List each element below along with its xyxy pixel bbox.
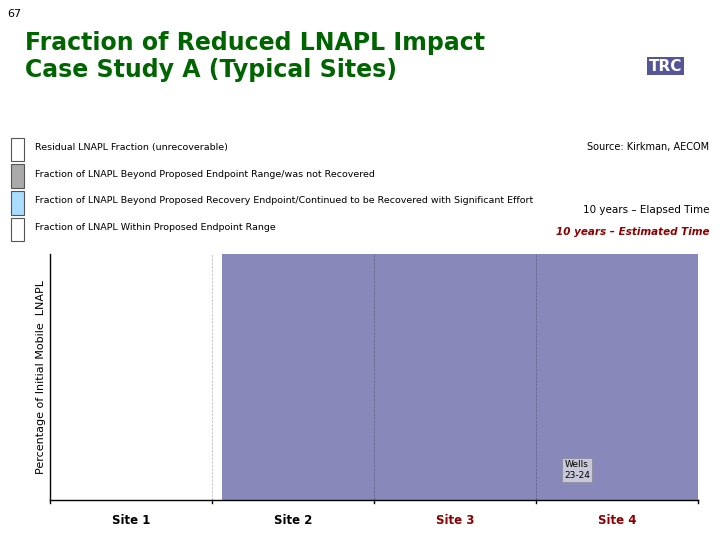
Text: Fraction of LNAPL Beyond Proposed Recovery Endpoint/Continued to be Recovered wi: Fraction of LNAPL Beyond Proposed Recove… (35, 197, 533, 205)
Text: Site 4: Site 4 (598, 514, 636, 527)
Text: * REGULATORY *: * REGULATORY * (645, 117, 686, 122)
Text: Fraction of Reduced LNAPL Impact
Case Study A (Typical Sites): Fraction of Reduced LNAPL Impact Case St… (24, 31, 485, 82)
Text: Residual LNAPL Fraction (unrecoverable): Residual LNAPL Fraction (unrecoverable) (35, 143, 228, 152)
Text: * INTERSTATE *: * INTERSTATE * (647, 35, 685, 39)
Y-axis label: Percentage of Initial Mobile  LNAPL: Percentage of Initial Mobile LNAPL (36, 280, 46, 474)
Text: 10 years – Estimated Time: 10 years – Estimated Time (556, 227, 709, 237)
Text: Source: Kirkman, AECOM: Source: Kirkman, AECOM (587, 143, 709, 152)
Text: Site 2: Site 2 (274, 514, 312, 527)
FancyBboxPatch shape (11, 191, 24, 215)
Text: COUNCIL
TECHNOLOGY: COUNCIL TECHNOLOGY (652, 92, 680, 101)
Bar (222, 254, 698, 500)
FancyBboxPatch shape (11, 218, 24, 241)
Text: Wells
23-24: Wells 23-24 (564, 460, 590, 480)
Text: 10 years – Elapsed Time: 10 years – Elapsed Time (582, 206, 709, 215)
FancyBboxPatch shape (11, 165, 24, 188)
Bar (50, 254, 222, 500)
Text: TRC: TRC (649, 59, 683, 74)
Text: Site 3: Site 3 (436, 514, 474, 527)
Text: Fraction of LNAPL Within Proposed Endpoint Range: Fraction of LNAPL Within Proposed Endpoi… (35, 223, 275, 232)
Text: Site 1: Site 1 (112, 514, 150, 527)
Text: 67: 67 (7, 9, 22, 19)
Text: Fraction of LNAPL Beyond Proposed Endpoint Range/was not Recovered: Fraction of LNAPL Beyond Proposed Endpoi… (35, 170, 374, 179)
FancyBboxPatch shape (11, 138, 24, 161)
